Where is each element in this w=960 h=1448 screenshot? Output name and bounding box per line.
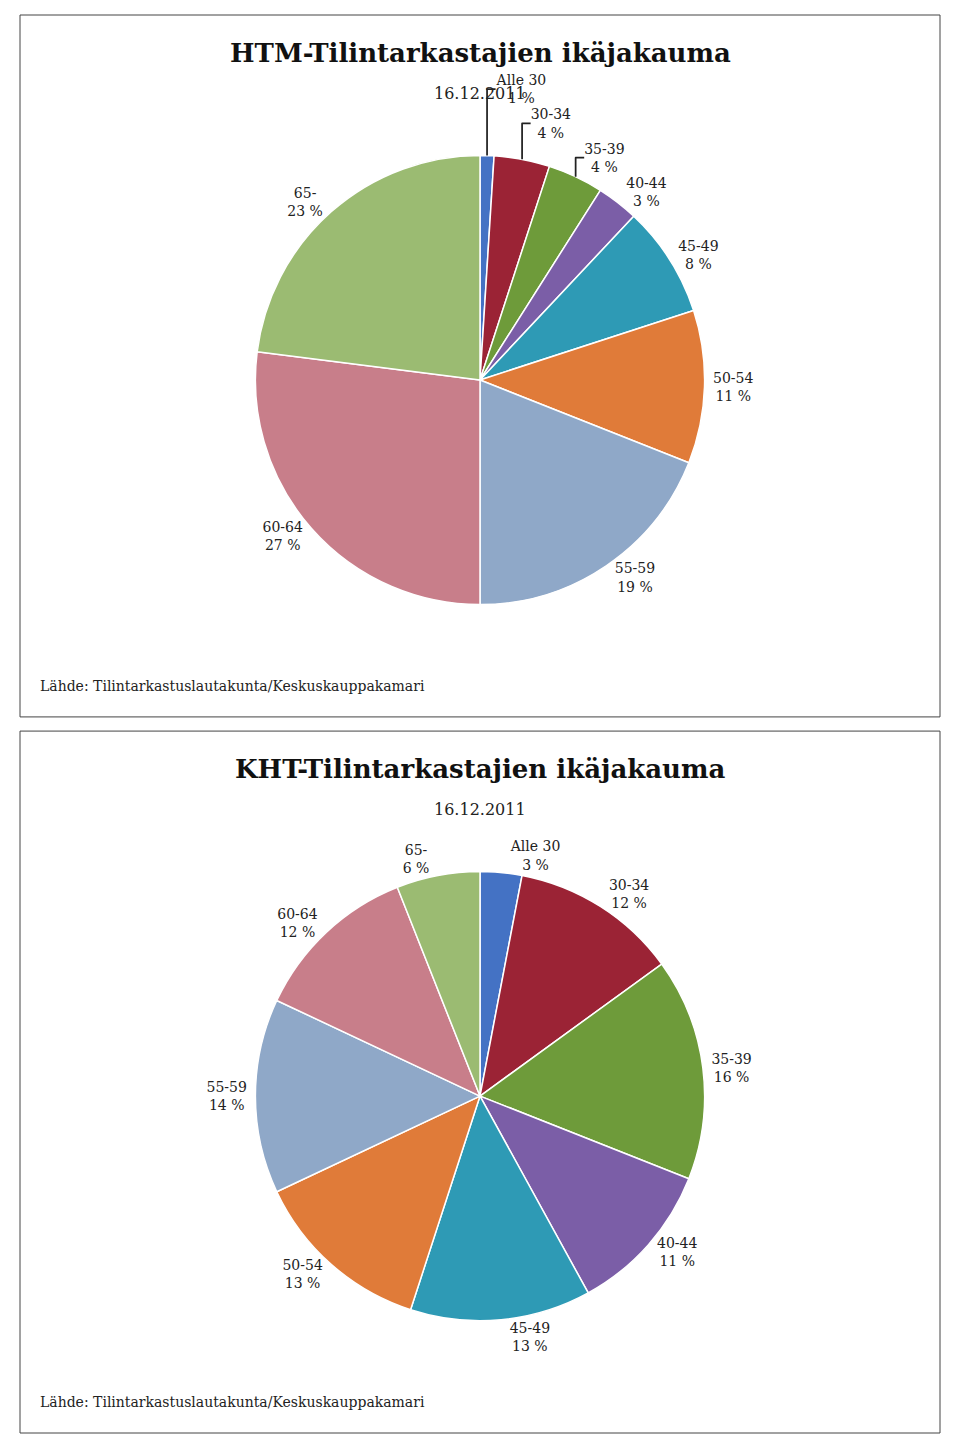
svg-text:Alle 303 %: Alle 303 %: [510, 838, 561, 872]
svg-text:45-4913 %: 45-4913 %: [510, 1320, 550, 1354]
svg-text:16.12.2011: 16.12.2011: [434, 84, 526, 103]
svg-text:16.12.2011: 16.12.2011: [434, 800, 526, 819]
svg-text:55-5919 %: 55-5919 %: [615, 560, 655, 594]
svg-text:30-344 %: 30-344 %: [531, 106, 571, 140]
svg-text:HTM-Tilintarkastajien ikäjakau: HTM-Tilintarkastajien ikäjakauma: [230, 38, 731, 68]
svg-text:35-3916 %: 35-3916 %: [711, 1051, 751, 1085]
svg-text:55-5914 %: 55-5914 %: [206, 1079, 246, 1113]
svg-text:40-443 %: 40-443 %: [626, 175, 666, 209]
svg-text:65-6 %: 65-6 %: [403, 842, 430, 876]
svg-text:40-4411 %: 40-4411 %: [657, 1235, 697, 1269]
svg-text:30-3412 %: 30-3412 %: [609, 877, 649, 911]
svg-text:KHT-Tilintarkastajien ikäjakau: KHT-Tilintarkastajien ikäjakauma: [235, 754, 726, 784]
svg-text:45-498 %: 45-498 %: [678, 238, 718, 272]
svg-text:65-23 %: 65-23 %: [287, 185, 323, 219]
svg-text:50-5411 %: 50-5411 %: [713, 370, 753, 404]
svg-text:60-6427 %: 60-6427 %: [263, 519, 303, 553]
svg-text:Lähde: Tilintarkastuslautakunt: Lähde: Tilintarkastuslautakunta/Keskuska…: [40, 1394, 425, 1410]
svg-text:Lähde: Tilintarkastuslautakunt: Lähde: Tilintarkastuslautakunta/Keskuska…: [40, 678, 425, 694]
svg-text:Alle 301 %: Alle 301 %: [496, 72, 547, 106]
svg-text:50-5413 %: 50-5413 %: [282, 1257, 322, 1291]
svg-text:35-394 %: 35-394 %: [584, 141, 624, 175]
svg-text:60-6412 %: 60-6412 %: [277, 906, 317, 940]
